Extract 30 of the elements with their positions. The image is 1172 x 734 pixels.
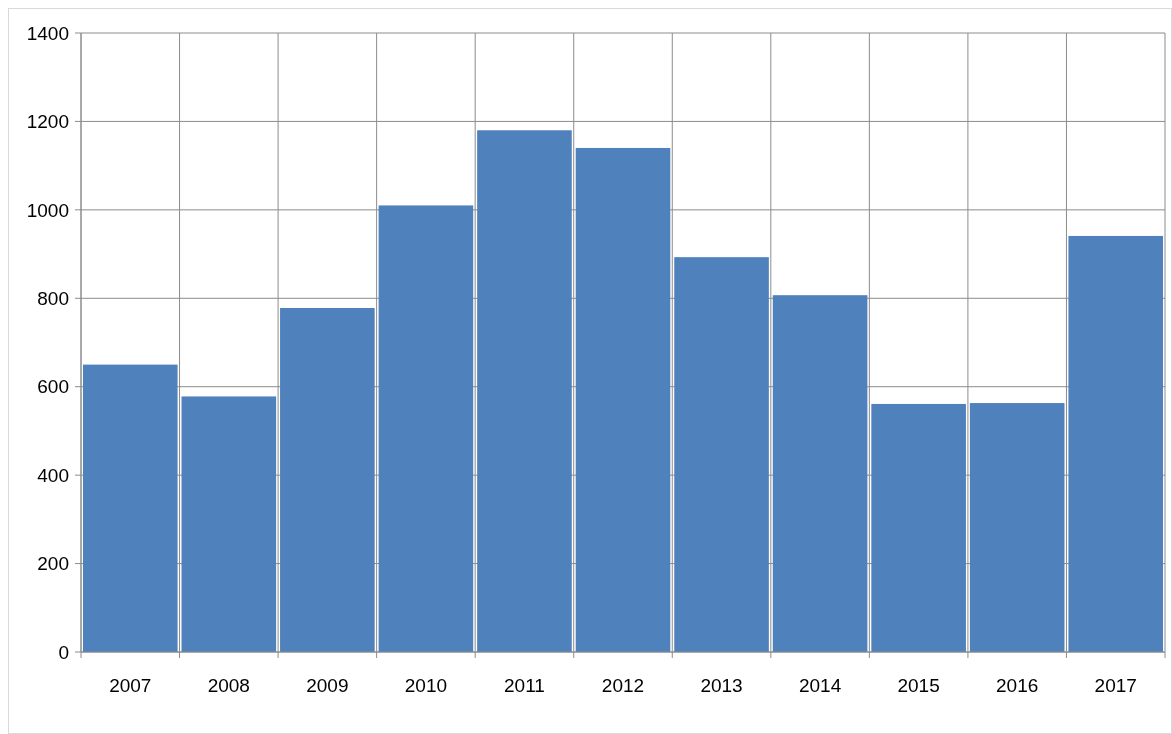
bar bbox=[1068, 235, 1164, 652]
bar bbox=[181, 396, 277, 652]
bar bbox=[674, 257, 769, 652]
y-tick-label: 400 bbox=[37, 464, 69, 486]
x-tick-label: 2008 bbox=[207, 675, 250, 696]
y-tick-label: 200 bbox=[37, 553, 69, 575]
x-tick-label: 2012 bbox=[601, 675, 645, 696]
y-tick-label: 1200 bbox=[26, 111, 69, 133]
y-tick-label: 600 bbox=[37, 376, 69, 398]
bar bbox=[871, 403, 966, 652]
x-tick-label: 2013 bbox=[700, 675, 743, 696]
y-tick-label: 1000 bbox=[26, 199, 69, 221]
x-tick-label: 2011 bbox=[504, 675, 545, 696]
bar bbox=[772, 295, 868, 652]
x-tick-label: 2014 bbox=[798, 675, 842, 696]
y-tick-label: 800 bbox=[37, 287, 69, 309]
y-tick-label: 1400 bbox=[26, 22, 69, 44]
bar bbox=[477, 130, 572, 652]
bar bbox=[378, 205, 474, 652]
x-tick-label: 2017 bbox=[1094, 675, 1137, 696]
y-tick-label: 0 bbox=[58, 641, 69, 663]
x-tick-label: 2010 bbox=[404, 675, 448, 696]
x-tick-label: 2016 bbox=[996, 675, 1039, 696]
x-tick-label: 2009 bbox=[306, 675, 349, 696]
bar bbox=[969, 403, 1065, 652]
bar bbox=[82, 364, 178, 652]
x-tick-label: 2007 bbox=[109, 675, 152, 696]
bar bbox=[280, 308, 375, 652]
bar bbox=[575, 147, 671, 652]
x-tick-label: 2015 bbox=[897, 675, 940, 696]
